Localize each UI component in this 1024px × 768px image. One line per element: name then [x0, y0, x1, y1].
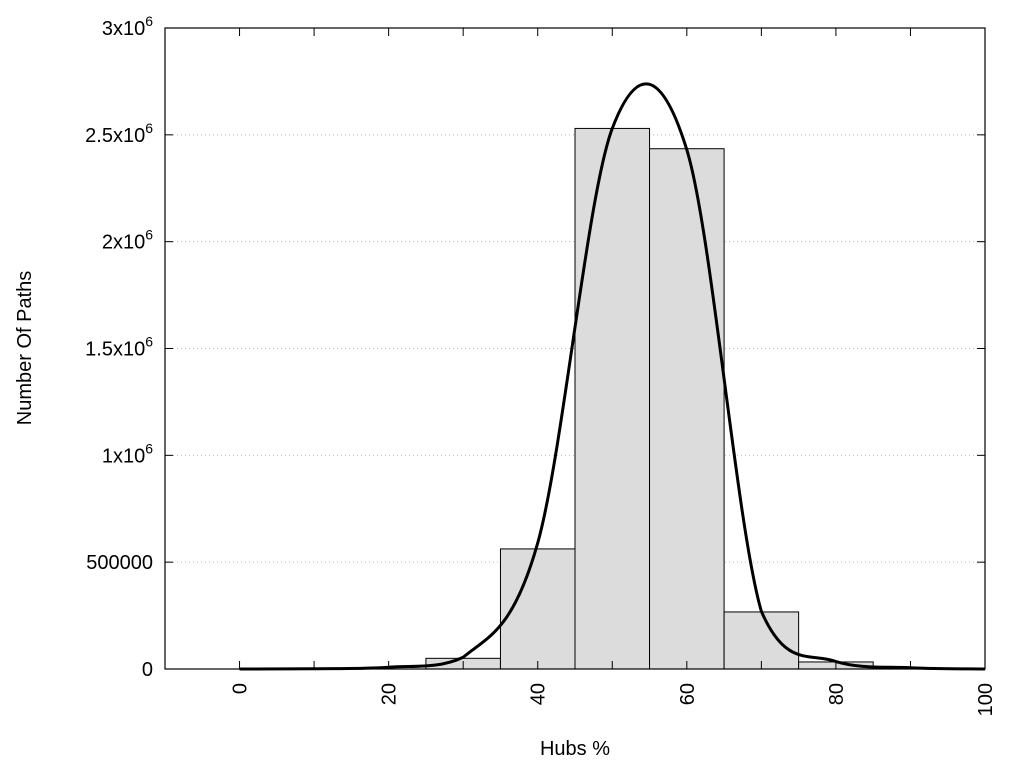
x-tick-label: 0 — [230, 683, 252, 694]
bar-50 — [574, 127, 651, 670]
x-axis: 0 20 40 60 80 100 — [230, 28, 997, 716]
y-tick-label: 1.5x106 — [85, 334, 153, 361]
y-tick-label: 1x106 — [102, 440, 153, 467]
y-axis-label: Number Of Paths — [14, 271, 36, 426]
bars — [425, 127, 874, 670]
y-tick-label: 2x106 — [102, 227, 153, 254]
y-tick-label: 500000 — [86, 552, 153, 574]
x-tick-label: 60 — [677, 683, 699, 705]
y-tick-label: 3x106 — [102, 13, 153, 40]
gridlines — [165, 134, 985, 563]
x-tick-label: 20 — [379, 683, 401, 705]
y-tick-label: 0 — [142, 659, 153, 681]
y-axis: 0 500000 1x106 1.5x106 2x106 2.5x106 3x106 — [85, 13, 985, 681]
bar-70 — [723, 611, 800, 670]
x-tick-label: 100 — [975, 683, 997, 716]
series-line — [239, 82, 986, 671]
x-tick-label: 80 — [826, 683, 848, 705]
y-tick-label: 2.5x106 — [85, 120, 153, 147]
x-axis-label: Hubs % — [540, 738, 610, 760]
bar-60 — [649, 148, 725, 670]
x-tick-label: 40 — [528, 683, 550, 705]
